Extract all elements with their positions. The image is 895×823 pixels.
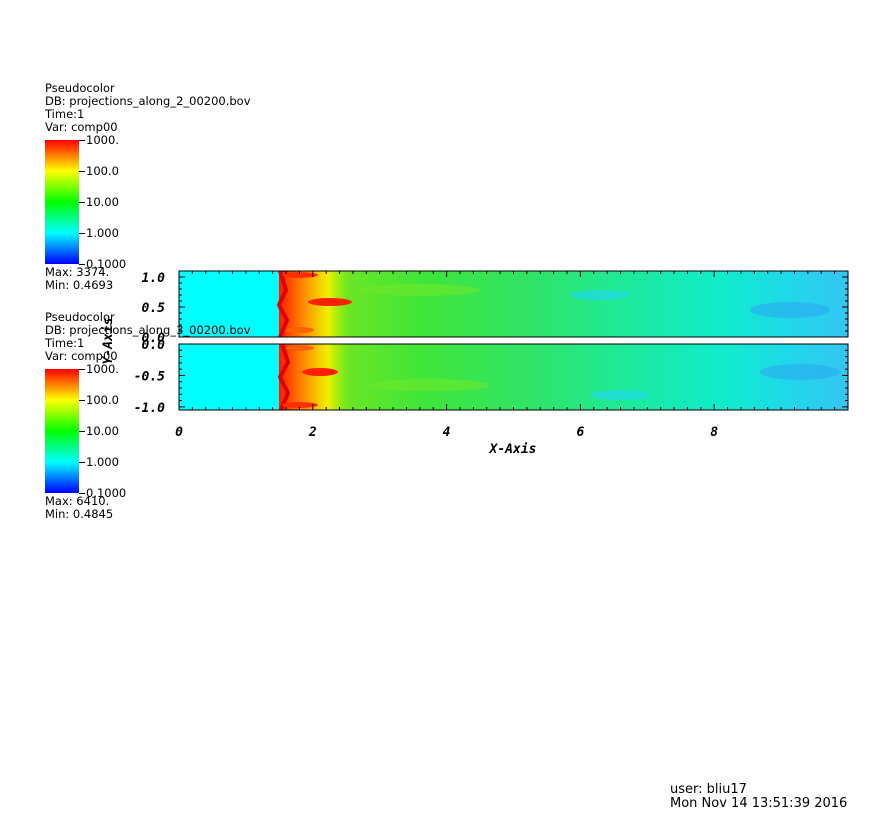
colorbar-tick: 0.1000 <box>86 486 127 500</box>
legend-min: Min: 0.4693 <box>45 278 114 292</box>
colorbar-tick: 1000. <box>86 133 119 147</box>
legend-lower: Pseudocolor DB: projections_along_3_0020… <box>45 311 251 521</box>
colorbar-tick: 10.00 <box>86 195 119 209</box>
legend-db: DB: projections_along_3_00200.bov <box>45 323 251 337</box>
colorbar-tick: 10.00 <box>86 424 119 438</box>
y-tick-label: 0.0 <box>142 331 166 346</box>
x-axis-label: X-Axis <box>489 442 537 457</box>
x-tick-label: 0 <box>175 425 183 440</box>
x-tick-label: 4 <box>443 425 451 440</box>
colorbar-tick: 100.0 <box>86 164 119 178</box>
colorbar <box>45 369 79 493</box>
legend-plot-type: Pseudocolor <box>45 310 115 324</box>
lower-heatmap <box>179 343 848 411</box>
legend-plot-type: Pseudocolor <box>45 81 115 95</box>
y-tick-label: -1.0 <box>134 401 165 416</box>
upper-heatmap <box>179 270 848 338</box>
user-name: user: bliu17 <box>670 782 747 797</box>
timestamp: Mon Nov 14 13:51:39 2016 <box>670 796 848 811</box>
legend-var: Var: comp00 <box>45 120 118 134</box>
colorbar-tick: 1.000 <box>86 455 119 469</box>
legend-var: Var: comp00 <box>45 349 118 363</box>
x-tick-label: 8 <box>710 425 718 440</box>
x-tick-label: 2 <box>308 425 317 440</box>
legend-max: Max: 3374. <box>45 265 110 279</box>
colorbar-tick: 1000. <box>86 362 119 376</box>
y-tick-label: 0.0 <box>142 338 166 353</box>
y-axis-ticks: 1.0 0.5 0.00.0 -0.5 -1.0 <box>134 270 848 416</box>
legend-time: Time:1 <box>45 336 85 350</box>
colorbar-tick: 0.1000 <box>86 257 127 271</box>
y-tick-label: -0.5 <box>134 369 165 384</box>
y-axis-label: Y-Axis <box>101 318 116 365</box>
colorbar <box>45 140 79 264</box>
colorbar-tick: 100.0 <box>86 393 119 407</box>
legend-time: Time:1 <box>45 107 85 121</box>
legend-max: Max: 6410. <box>45 494 110 508</box>
y-tick-label: 0.5 <box>142 301 166 316</box>
x-tick-label: 6 <box>576 425 584 440</box>
user-stamp: user: bliu17 Mon Nov 14 13:51:39 2016 <box>670 783 847 811</box>
y-tick-label: 1.0 <box>142 271 166 286</box>
legend-db: DB: projections_along_2_00200.bov <box>45 94 251 108</box>
x-axis-ticks: 0 2 4 6 8 <box>175 271 849 440</box>
legend-min: Min: 0.4845 <box>45 507 114 521</box>
colorbar-tick: 1.000 <box>86 226 119 240</box>
legend-upper: Pseudocolor DB: projections_along_2_0020… <box>45 82 251 292</box>
